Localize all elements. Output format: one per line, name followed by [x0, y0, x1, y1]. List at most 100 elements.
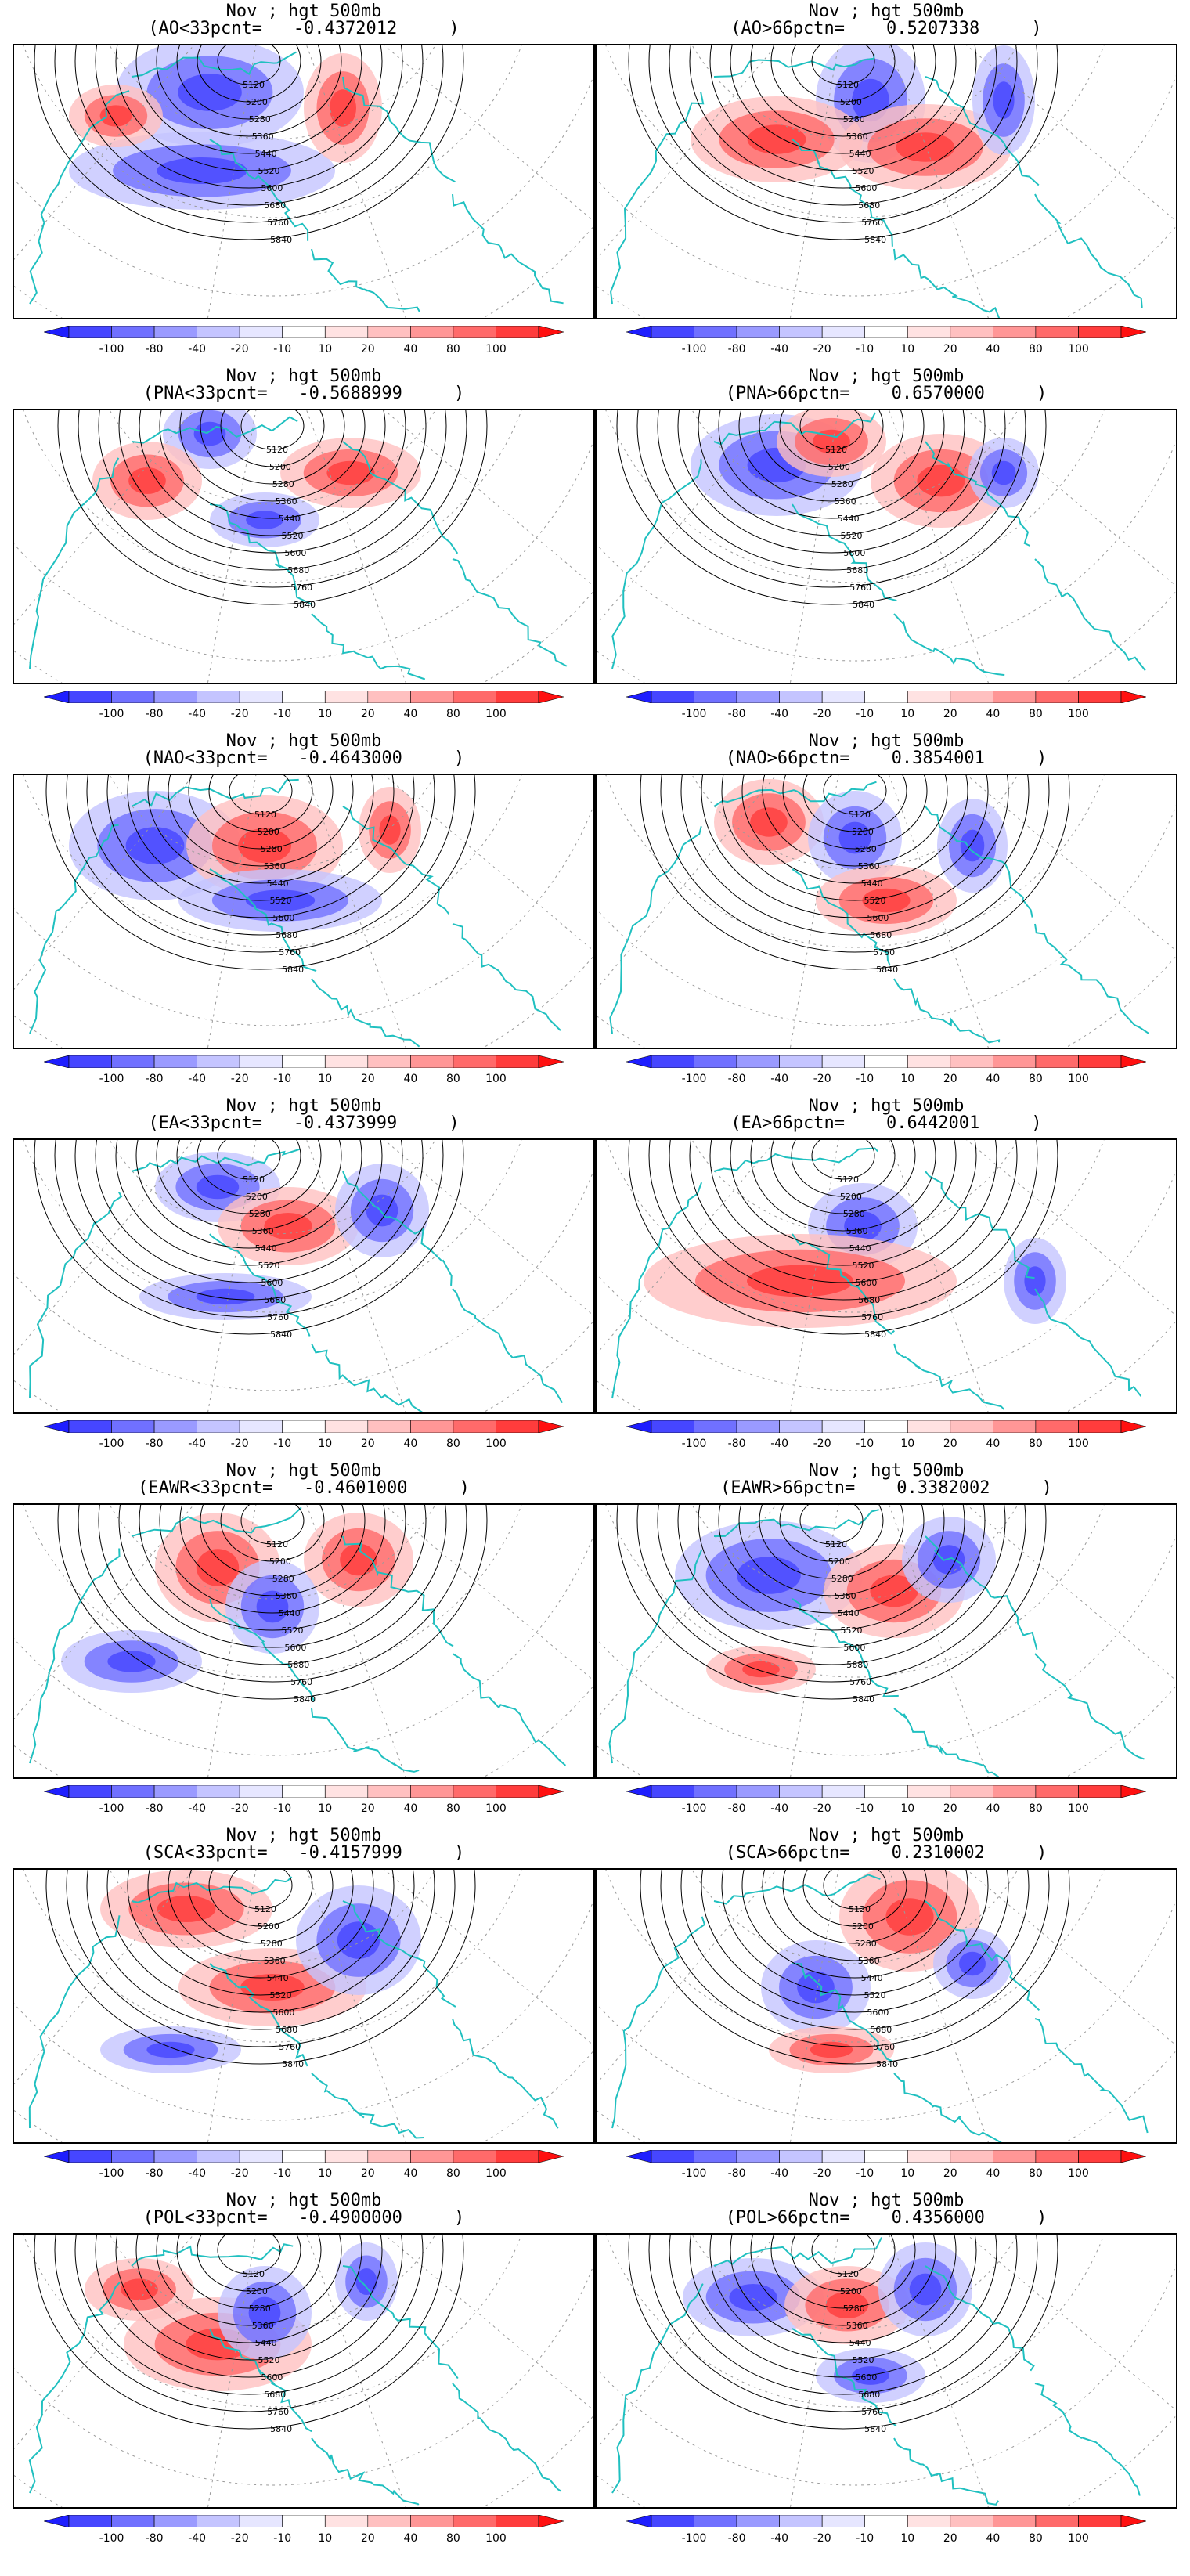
meridian-gridline: [597, 1870, 598, 1871]
colorbar-tick-label: 80: [445, 2167, 460, 2180]
colorbar-tick-label: 20: [360, 2532, 375, 2545]
height-contour: [115, 1140, 383, 1266]
panel-subtitle: (EA<33pcnt= -0.4373999 ): [148, 1113, 460, 1133]
height-contour: [791, 2235, 896, 2292]
contour-label: 5200: [246, 1192, 268, 1202]
colorbar-segment: [68, 1420, 112, 1433]
contour-label: 5200: [828, 462, 850, 472]
contour-label: 5840: [270, 235, 292, 245]
height-contour: [640, 1870, 1070, 2065]
height-contour: [779, 410, 884, 467]
colorbar-segment: [410, 2150, 454, 2163]
colorbar-segment: [1078, 2515, 1122, 2527]
contour-label: 5840: [294, 1694, 316, 1705]
colorbar-segment: [651, 2515, 694, 2527]
height-contour: [95, 45, 403, 189]
height-contour: [176, 45, 322, 120]
colorbar: [44, 1420, 564, 1433]
contour-label: 5120: [266, 445, 288, 455]
contour-label: 5760: [267, 218, 289, 228]
contour-label: 5760: [290, 1677, 312, 1687]
height-contour: [208, 775, 313, 832]
contour-label: 5520: [258, 1261, 280, 1271]
contour-label: 5520: [258, 166, 280, 176]
contour-label: 5680: [870, 2025, 892, 2035]
map-panel: Nov ; hgt 500mb (EAWR<33pcnt= -0.4601000 …: [13, 1459, 595, 1827]
positive-anomaly-shading: [747, 1265, 853, 1297]
height-contour: [229, 775, 293, 815]
colorbar-tick-label: 10: [318, 708, 333, 720]
colorbar-segment: [651, 1420, 694, 1433]
height-contour: [106, 1870, 415, 2013]
height-contour: [762, 1870, 948, 1961]
colorbar-tick-label: -10: [856, 1073, 874, 1085]
height-contour: [802, 1870, 907, 1927]
colorbar-tick-label: -80: [727, 1438, 746, 1450]
positive-anomaly-shading: [330, 89, 356, 127]
colorbar-tick-label: 20: [943, 2532, 957, 2545]
panel-title: Nov ; hgt 500mb: [225, 731, 382, 751]
colorbar-max-arrow: [538, 1785, 564, 1798]
colorbar-min-arrow: [44, 326, 70, 338]
colorbar-tick-label: -10: [273, 1438, 292, 1450]
height-contour: [176, 1140, 322, 1214]
colorbar-segment: [1078, 326, 1122, 338]
colorbar-segment: [821, 1785, 865, 1798]
panel-subtitle: (AO<33pcnt= -0.4372012 ): [148, 19, 460, 38]
contour-label: 5760: [873, 947, 895, 958]
height-contour: [782, 1870, 928, 1944]
contour-label: 5680: [846, 565, 868, 575]
colorbar-segment: [111, 326, 155, 338]
colorbar-tick-label: -10: [273, 2532, 292, 2545]
contour-label: 5280: [272, 479, 294, 489]
contour-label: 5200: [852, 1921, 874, 1932]
colorbar-tick-label: -10: [856, 2532, 874, 2545]
panel-subtitle: (EAWR<33pcnt= -0.4601000 ): [138, 1478, 470, 1498]
latitude-gridline: [597, 2264, 1176, 2486]
colorbar-segment: [736, 2515, 780, 2527]
colorbar-tick-label: 20: [943, 1438, 957, 1450]
height-contour: [698, 410, 965, 536]
colorbar-max-arrow: [1120, 326, 1146, 338]
colorbar-segment: [736, 326, 780, 338]
colorbar-segment: [694, 1420, 737, 1433]
contour-label: 5840: [294, 600, 316, 610]
negative-anomaly-shading: [909, 2273, 942, 2306]
colorbar-segment: [1078, 691, 1122, 703]
colorbar-segment: [282, 2150, 326, 2163]
height-contour: [95, 2235, 403, 2378]
colorbar: [44, 691, 564, 703]
colorbar-tick-label: -40: [770, 1073, 789, 1085]
colorbar-min-arrow: [44, 1785, 70, 1798]
colorbar: [626, 1785, 1146, 1798]
colorbar-segment: [68, 1785, 112, 1798]
contour-label: 5200: [828, 1557, 850, 1567]
panel-title: Nov ; hgt 500mb: [225, 1826, 382, 1845]
colorbar-tick-label: 100: [1068, 343, 1089, 355]
negative-anomaly-shading: [245, 889, 316, 911]
contour-label: 5680: [287, 565, 309, 575]
colorbar-tick-label: -80: [727, 343, 746, 355]
height-contour: [159, 410, 386, 519]
panel-title: Nov ; hgt 500mb: [225, 1461, 382, 1481]
colorbar: [44, 1785, 564, 1798]
colorbar-tick-label: 100: [485, 1438, 507, 1450]
colorbar-segment: [197, 2150, 240, 2163]
contour-label: 5360: [252, 1226, 274, 1236]
colorbar-segment: [453, 326, 496, 338]
colorbar-tick-label: -40: [770, 2532, 789, 2545]
contour-label: 5440: [255, 149, 277, 159]
latitude-gridline: [691, 45, 1019, 140]
colorbar-tick-label: -20: [813, 1073, 831, 1085]
panel-title: Nov ; hgt 500mb: [808, 1461, 965, 1481]
contour-label: 5760: [290, 583, 312, 593]
negative-anomaly-shading: [125, 827, 185, 864]
contour-label: 5440: [861, 1973, 883, 1983]
contour-label: 5120: [825, 1539, 847, 1550]
colorbar-tick-label: 40: [986, 708, 1001, 720]
colorbar-segment: [736, 1785, 780, 1798]
map-canvas: 5120 5200 5280 5360 5440 5520 5600 5680 5760 5840: [597, 775, 1176, 1048]
colorbar-segment: [1035, 326, 1079, 338]
polar-map: 5120 5200 5280 5360 5440 5520 5600 5680 5760 5840: [595, 2233, 1177, 2509]
contour-label: 5360: [252, 132, 274, 142]
